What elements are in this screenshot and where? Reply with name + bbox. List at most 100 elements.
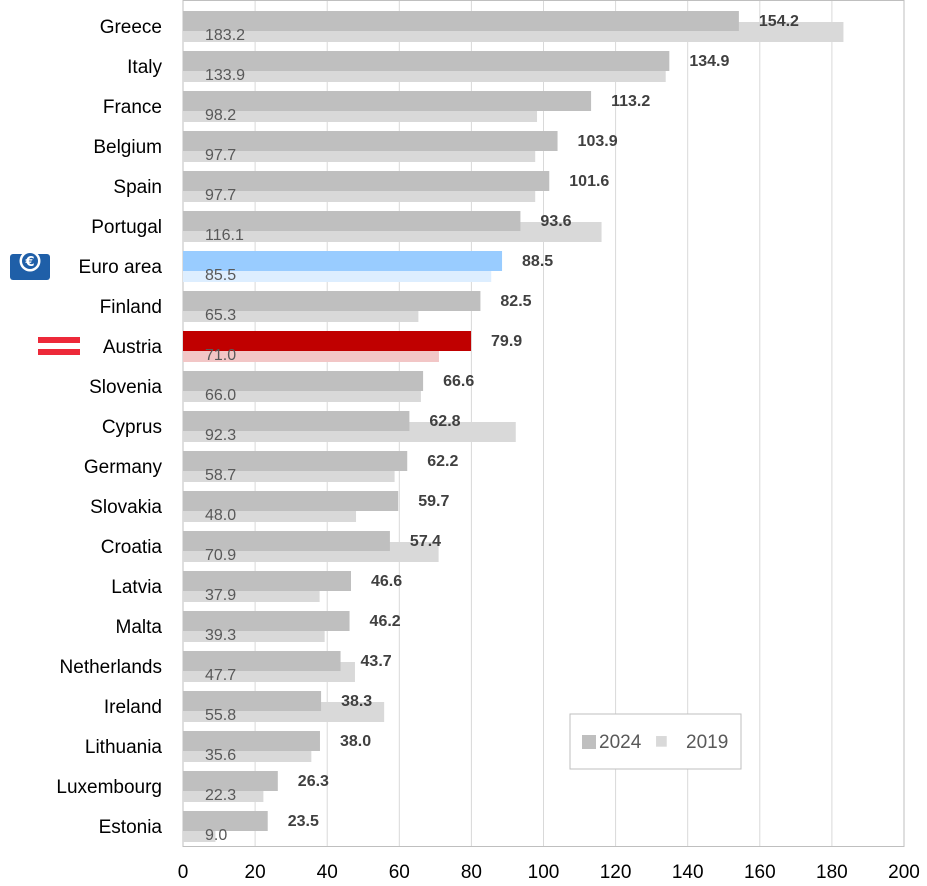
category-label: Belgium [93, 137, 162, 158]
x-tick-label: 100 [528, 862, 560, 883]
x-tick-label: 160 [744, 862, 776, 883]
category-label: Slovenia [89, 377, 162, 398]
data-label-2024: 26.3 [298, 773, 329, 790]
data-label-2024: 62.2 [427, 453, 458, 470]
data-label-2019: 9.0 [205, 827, 227, 844]
legend-box [569, 713, 742, 770]
data-label-2024: 38.0 [340, 733, 371, 750]
data-label-2024: 154.2 [759, 13, 799, 30]
category-label: Italy [127, 57, 162, 78]
data-label-2024: 38.3 [341, 693, 372, 710]
data-label-2024: 113.2 [611, 93, 650, 110]
category-label: Slovakia [90, 497, 162, 518]
x-axis-tick-labels: 0 20 40 60 80 100 120 140 160 180 200 [178, 862, 920, 883]
bar-2024 [183, 731, 320, 751]
data-label-2024: 66.6 [443, 373, 474, 390]
bar-2024 [183, 51, 670, 71]
data-label-2024: 62.8 [429, 413, 460, 430]
data-label-2024: 57.4 [410, 533, 441, 550]
data-label-2024: 93.6 [540, 213, 571, 230]
x-tick-label: 200 [888, 862, 920, 883]
euro-coin-icon: € [10, 250, 50, 280]
legend-label-2024: 2024 [599, 732, 642, 753]
data-label-2024: 46.2 [370, 613, 401, 630]
category-label: Spain [113, 177, 162, 198]
category-label: Lithuania [85, 737, 163, 758]
category-label: Luxembourg [56, 777, 162, 798]
data-label-2019: 97.7 [205, 147, 236, 164]
bar-2024 [183, 811, 268, 831]
category-label: Croatia [101, 537, 163, 558]
data-labels: 183.2 154.2 133.9 134.9 98.2 113.2 97.7 103.9 97… [205, 13, 799, 844]
category-label: Euro area [79, 257, 163, 278]
austria-flag-icon [38, 337, 80, 355]
x-tick-label: 0 [178, 862, 189, 883]
category-label: Latvia [111, 577, 162, 598]
data-label-2019: 39.3 [205, 627, 236, 644]
category-label: Estonia [99, 817, 163, 838]
category-label: Ireland [104, 697, 162, 718]
data-label-2024: 82.5 [500, 293, 531, 310]
category-label: Netherlands [60, 657, 162, 678]
data-label-2019: 47.7 [205, 667, 236, 684]
data-label-2024: 43.7 [361, 653, 392, 670]
category-label: Finland [100, 297, 162, 318]
category-label: France [103, 97, 162, 118]
bar-2024 [183, 251, 503, 271]
svg-text:€: € [24, 255, 34, 270]
data-label-2024: 79.9 [491, 333, 522, 350]
category-labels: Greece Italy France Belgium Spain Portugal Eur… [56, 17, 162, 838]
x-tick-label: 120 [600, 862, 632, 883]
bar-2024 [183, 771, 278, 791]
category-label: Germany [84, 457, 163, 478]
x-tick-label: 60 [389, 862, 410, 883]
category-label: Greece [100, 17, 162, 38]
data-label-2019: 66.0 [205, 387, 236, 404]
data-label-2019: 98.2 [205, 107, 236, 124]
bar-2024 [183, 451, 408, 471]
bar-2024 [183, 371, 424, 391]
bar-2024 [183, 211, 521, 231]
category-label: Austria [103, 337, 163, 358]
bar-2024 [183, 291, 481, 311]
bar-2024 [183, 91, 592, 111]
bar-2024 [183, 611, 350, 631]
data-label-2019: 48.0 [205, 507, 236, 524]
x-tick-label: 40 [317, 862, 338, 883]
data-label-2024: 101.6 [569, 173, 609, 190]
data-label-2019: 22.3 [205, 787, 236, 804]
data-label-2019: 35.6 [205, 747, 236, 764]
category-label: Cyprus [102, 417, 162, 438]
data-label-2019: 97.7 [205, 187, 236, 204]
bars [183, 11, 844, 842]
data-label-2024: 46.6 [371, 573, 402, 590]
category-label: Portugal [91, 217, 162, 238]
data-label-2019: 92.3 [205, 427, 236, 444]
data-label-2019: 37.9 [205, 587, 236, 604]
bar-2024 [183, 11, 739, 31]
data-label-2019: 71.0 [205, 347, 236, 364]
data-label-2019: 183.2 [205, 27, 245, 44]
legend-swatch-2024 [582, 735, 596, 749]
data-label-2024: 134.9 [689, 53, 729, 70]
x-tick-label: 20 [245, 862, 266, 883]
data-label-2019: 133.9 [205, 67, 245, 84]
bar-2024 [183, 691, 322, 711]
x-tick-label: 180 [816, 862, 848, 883]
bar-2024 [183, 411, 410, 431]
bar-2024 [183, 171, 550, 191]
category-label: Malta [116, 617, 163, 638]
data-label-2024: 59.7 [418, 493, 449, 510]
legend-label-2019: 2019 [686, 732, 728, 753]
data-label-2024: 103.9 [578, 133, 618, 150]
legend-swatch-2019: ■ [655, 728, 668, 753]
data-label-2019: 55.8 [205, 707, 236, 724]
x-tick-label: 80 [461, 862, 482, 883]
data-label-2019: 85.5 [205, 267, 236, 284]
bar-2024 [183, 651, 341, 671]
legend: 2024 ■ 2019 [569, 713, 742, 770]
bar-2024 [183, 331, 472, 351]
data-label-2019: 116.1 [205, 227, 244, 244]
bar-2024 [183, 491, 399, 511]
x-tick-label: 140 [672, 862, 704, 883]
